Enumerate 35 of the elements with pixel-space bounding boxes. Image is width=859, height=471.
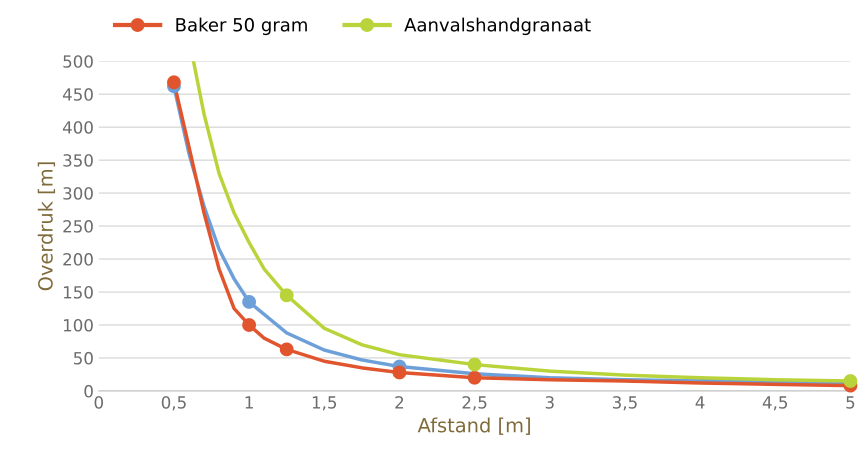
point bbox=[468, 370, 482, 385]
point bbox=[280, 342, 294, 356]
y-tick-label: 0 bbox=[84, 384, 93, 398]
y-axis-title: Overdruk [m] bbox=[38, 162, 56, 290]
y-tick-label: 250 bbox=[63, 220, 93, 233]
y-tick-label: 50 bbox=[74, 352, 93, 365]
y-tick-label: 450 bbox=[62, 88, 93, 101]
y-tick-label: 500 bbox=[63, 55, 93, 68]
x-tick-label: 1 bbox=[246, 396, 253, 408]
x-axis-title: Afstand [m] bbox=[418, 417, 530, 435]
point bbox=[468, 358, 482, 372]
legend-label: Baker 50 gram bbox=[176, 18, 307, 36]
x-tick-label: 3,5 bbox=[612, 396, 637, 410]
y-tick-label: 200 bbox=[63, 253, 93, 266]
y-tick-label: 100 bbox=[64, 318, 93, 332]
y-tick-label: 150 bbox=[64, 286, 93, 299]
x-tick-label: 1,5 bbox=[312, 396, 336, 410]
x-tick-label: 3 bbox=[546, 396, 554, 409]
x-tick-label: 2 bbox=[395, 396, 404, 408]
x-tick-label: 5 bbox=[846, 396, 854, 409]
point bbox=[844, 374, 858, 388]
y-tick-label: 400 bbox=[62, 121, 93, 134]
x-tick-label: 0 bbox=[94, 396, 103, 409]
y-tick-label: 300 bbox=[63, 187, 93, 200]
x-tick-label: 4 bbox=[696, 396, 704, 408]
point bbox=[242, 318, 256, 332]
point bbox=[392, 366, 406, 380]
point bbox=[167, 75, 181, 90]
legend-label: Aanvalshandgranaat bbox=[404, 18, 591, 36]
x-tick-label: 2,5 bbox=[462, 396, 486, 410]
x-tick-label: 4,5 bbox=[762, 396, 788, 410]
x-tick-label: 0,5 bbox=[162, 396, 186, 410]
y-tick-label: 350 bbox=[63, 154, 93, 167]
point bbox=[242, 295, 256, 309]
point bbox=[280, 288, 294, 302]
